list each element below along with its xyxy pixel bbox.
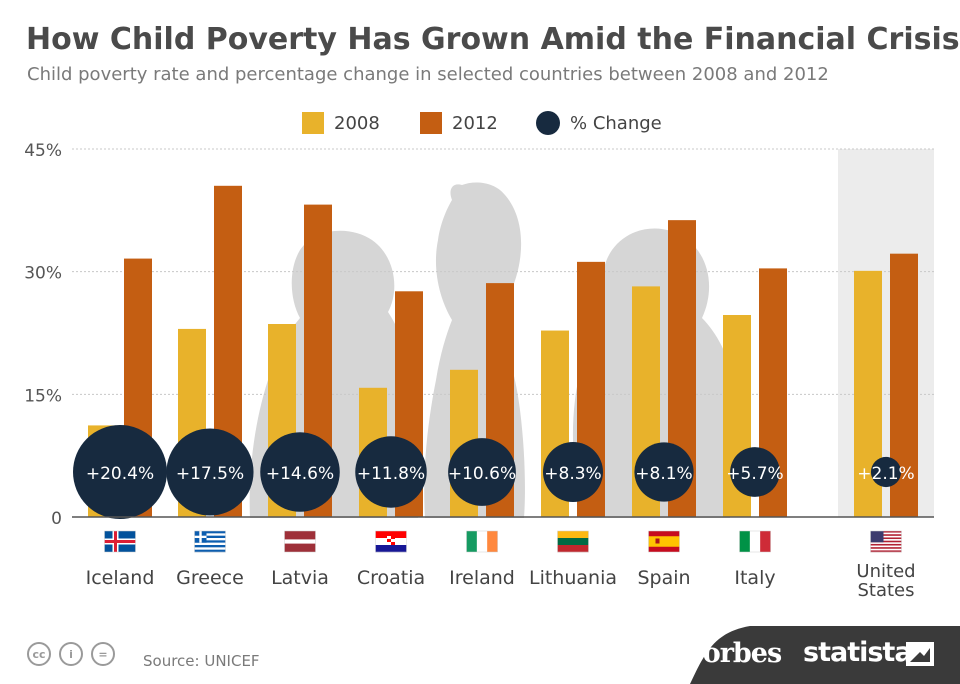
- category-label-latvia: Latvia: [271, 567, 329, 589]
- y-tick-label: 45%: [24, 141, 62, 161]
- pct-change-bubble-lithuania: [543, 442, 603, 502]
- pct-change-bubble-greece: [166, 428, 254, 516]
- category-label-greece: Greece: [176, 567, 244, 589]
- lithuania-flag: [557, 530, 589, 553]
- legend-label-pct-change: % Change: [570, 112, 662, 134]
- croatia-flag: [375, 530, 407, 553]
- latvia-flag: [284, 530, 316, 553]
- forbes-logo[interactable]: Forbes: [686, 638, 782, 669]
- chart: +20.4% +17.5% +14.6% +11.8% +10.6% +8.3% +8.1%…: [24, 141, 934, 601]
- legend-item-2012: 2012: [420, 109, 498, 137]
- legend-swatch-2012: [420, 112, 442, 134]
- pct-change-bubble-spain: [634, 442, 694, 502]
- category-label-united-states: United States: [856, 561, 915, 601]
- category-label-italy: Italy: [734, 567, 775, 589]
- y-tick-label: 15%: [24, 386, 62, 406]
- pct-change-label: +8.1%: [635, 464, 692, 484]
- pct-change-bubble-iceland: [73, 425, 167, 519]
- pct-change-label: +10.6%: [448, 464, 516, 484]
- pct-change-label: +14.6%: [266, 464, 334, 484]
- cc-icon[interactable]: cc: [27, 642, 51, 666]
- pct-change-label: +20.4%: [86, 464, 154, 484]
- category-label-iceland: Iceland: [86, 567, 155, 589]
- legend-label-2008: 2008: [334, 112, 380, 134]
- by-icon[interactable]: i: [59, 642, 83, 666]
- legend: 2008 2012 % Change: [0, 109, 960, 137]
- brand-band: [690, 626, 960, 684]
- license-icons: cc i =: [27, 642, 115, 666]
- pct-change-label: +5.7%: [726, 464, 783, 484]
- category-label-spain: Spain: [637, 567, 690, 589]
- usa-flag: [870, 530, 902, 553]
- y-tick-label: 30%: [24, 264, 62, 284]
- nd-icon[interactable]: =: [91, 642, 115, 666]
- chart-subtitle: Child poverty rate and percentage change…: [27, 64, 829, 85]
- legend-item-pct-change: % Change: [536, 109, 662, 137]
- spain-flag: [648, 530, 680, 553]
- pct-change-label: +8.3%: [544, 464, 601, 484]
- pct-change-bubble-latvia: [260, 432, 340, 512]
- category-label-croatia: Croatia: [357, 567, 425, 589]
- statista-logo[interactable]: statista: [803, 637, 913, 668]
- category-label-ireland: Ireland: [449, 567, 515, 589]
- category-label-line: United: [856, 561, 915, 582]
- source-text: Source: UNICEF: [143, 652, 260, 670]
- chart-title: How Child Poverty Has Grown Amid the Fin…: [26, 22, 960, 57]
- category-label-line: States: [857, 580, 914, 601]
- category-label-lithuania: Lithuania: [529, 567, 617, 589]
- greece-flag: [194, 530, 226, 553]
- legend-item-2008: 2008: [302, 109, 380, 137]
- legend-swatch-2008: [302, 112, 324, 134]
- pct-change-bubble-italy: [730, 447, 780, 497]
- ireland-flag: [466, 530, 498, 553]
- iceland-flag: [104, 530, 136, 553]
- pct-change-bubble-united-states: [870, 456, 902, 488]
- pct-change-bubble-ireland: [448, 438, 516, 506]
- pct-change-label: +17.5%: [176, 464, 244, 484]
- statista-mark-icon: [906, 642, 934, 666]
- italy-flag: [739, 530, 771, 553]
- legend-label-2012: 2012: [452, 112, 498, 134]
- legend-swatch-pct-change: [536, 111, 560, 135]
- footer: cc i = Source: UNICEF Forbes statista: [0, 612, 960, 684]
- pct-change-bubble-croatia: [355, 436, 427, 508]
- pct-change-label: +2.1%: [857, 464, 914, 484]
- pct-change-label: +11.8%: [357, 464, 425, 484]
- y-tick-label: 0: [51, 509, 62, 529]
